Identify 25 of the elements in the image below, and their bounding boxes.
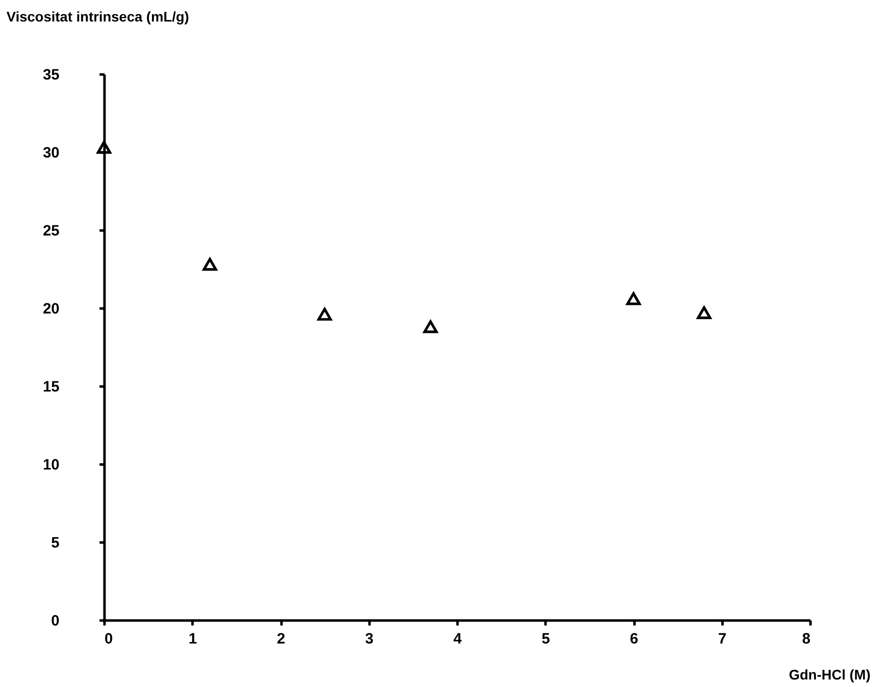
y-tick-label: 25 bbox=[42, 222, 60, 240]
point bbox=[626, 292, 641, 306]
x-tick-label: 4 bbox=[453, 630, 462, 648]
point bbox=[423, 320, 438, 334]
x-tick-label: 3 bbox=[365, 630, 374, 648]
x-tick-label: 7 bbox=[718, 630, 726, 648]
x-tick-label: 2 bbox=[276, 630, 286, 648]
x-tick-label: 1 bbox=[188, 630, 197, 648]
x-tick-label: 8 bbox=[802, 630, 810, 648]
point bbox=[202, 258, 218, 271]
x-tick-label: 5 bbox=[542, 630, 550, 648]
x-tick-label: 0 bbox=[104, 630, 113, 648]
x-tick-label: 6 bbox=[630, 630, 638, 648]
y-tick-label: 20 bbox=[42, 300, 60, 318]
point bbox=[96, 140, 112, 154]
y-tick-label: 35 bbox=[42, 66, 60, 84]
y-tick-label: 5 bbox=[51, 534, 60, 552]
x-axis-title: Gdn-HCl (M) bbox=[788, 666, 870, 682]
point bbox=[317, 308, 332, 321]
y-tick-label: 30 bbox=[42, 144, 60, 162]
y-tick-label: 10 bbox=[42, 456, 60, 474]
y-tick-label: 0 bbox=[51, 612, 60, 630]
y-axis-title: Viscositat intrinseca (mL/g) bbox=[6, 8, 190, 24]
y-tick-label: 15 bbox=[42, 378, 60, 396]
point bbox=[696, 306, 712, 320]
